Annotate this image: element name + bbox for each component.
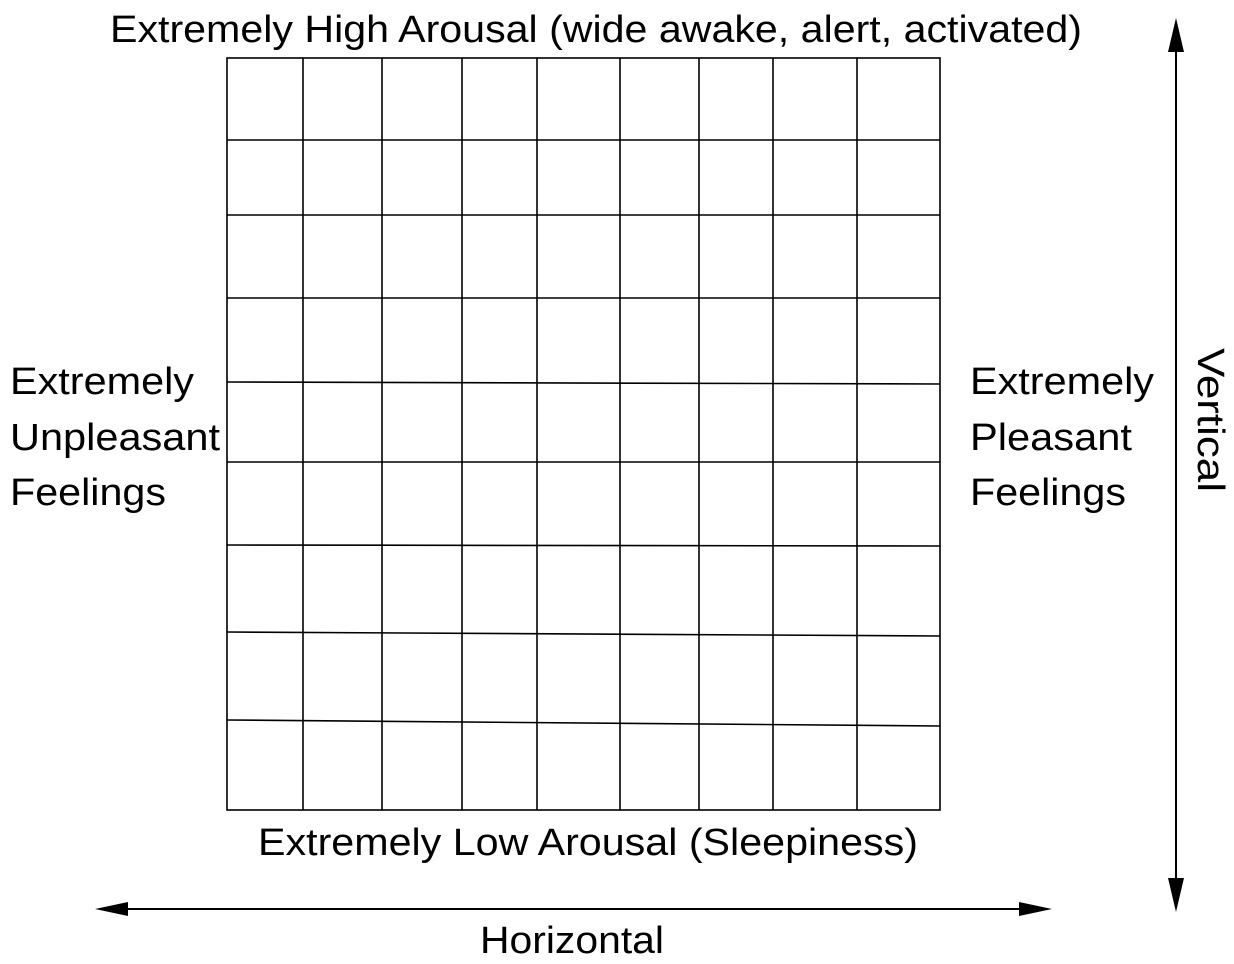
grid-border <box>226 57 941 811</box>
grid-row-line <box>226 544 941 547</box>
horizontal-label: Horizontal <box>480 920 664 962</box>
grid <box>226 57 941 811</box>
vertical-arrowhead-down <box>1168 878 1184 912</box>
right-label-line: Extremely <box>970 361 1154 403</box>
horizontal-arrowhead-left <box>95 902 128 916</box>
top-label: Extremely High Arousal (wide awake, aler… <box>110 9 1082 51</box>
right-label-line: Feelings <box>970 472 1126 514</box>
left-label-line: Unpleasant <box>10 417 220 459</box>
vertical-label: Vertical <box>1189 348 1231 492</box>
horizontal-arrowhead-right <box>1019 902 1052 916</box>
right-label-line: Pleasant <box>970 417 1132 459</box>
grid-row-line <box>226 631 941 637</box>
grid-row-line <box>226 381 941 385</box>
vertical-arrowhead-up <box>1168 18 1184 52</box>
grid-row-line <box>226 719 941 727</box>
left-label-line: Feelings <box>10 472 166 514</box>
bottom-label: Extremely Low Arousal (Sleepiness) <box>258 822 918 864</box>
left-label-line: Extremely <box>10 361 194 403</box>
